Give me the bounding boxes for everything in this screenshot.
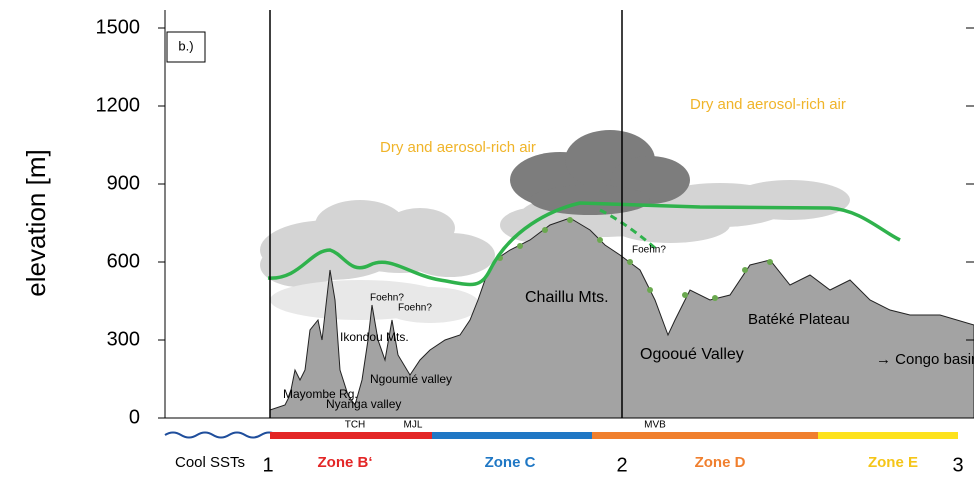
y-axis-label: elevation [m] — [21, 149, 51, 296]
foehn-label: Foehn? — [398, 303, 432, 314]
zone-label: Zone E — [868, 454, 918, 471]
station-label: MJL — [404, 420, 423, 431]
zone-bar — [270, 432, 432, 439]
section-mark: 3 — [952, 454, 963, 476]
zone-bar — [592, 432, 818, 439]
y-tick-label: 600 — [107, 250, 140, 272]
y-tick-label: 900 — [107, 172, 140, 194]
terrain-label: Ngoumié valley — [370, 372, 452, 386]
terrain-label: Nyanga valley — [326, 397, 401, 411]
terrain-label: Chaillu Mts. — [525, 289, 609, 306]
zone-label: Zone B‘ — [318, 454, 373, 471]
y-tick-label: 0 — [129, 406, 140, 428]
terrain-label: Batéké Plateau — [748, 311, 850, 328]
station-label: TCH — [345, 420, 366, 431]
y-tick-label: 1200 — [96, 94, 141, 116]
panel-label: b.) — [178, 38, 193, 53]
zone-bar — [432, 432, 592, 439]
y-tick-label: 1500 — [96, 16, 141, 38]
figure: b.) elevation [m] 0 300 600 900 1200 1500 Dry… — [0, 0, 974, 481]
station-label: MVB — [644, 420, 666, 431]
section-mark: 1 — [262, 454, 273, 476]
zone-label: Zone C — [485, 454, 536, 471]
y-tick-label: 300 — [107, 328, 140, 350]
terrain-label: Ogooué Valley — [640, 346, 744, 363]
zone-bar — [818, 432, 958, 439]
terrain-label: → Congo basin — [876, 351, 974, 368]
zone-label: Cool SSTs — [175, 454, 245, 471]
air-label: Dry and aerosol-rich air — [380, 139, 536, 156]
foehn-label: Foehn? — [632, 245, 666, 256]
terrain-label: Ikondou Mts. — [340, 330, 409, 344]
section-mark: 2 — [616, 454, 627, 476]
zone-label: Zone D — [695, 454, 746, 471]
air-label: Dry and aerosol-rich air — [690, 96, 846, 113]
